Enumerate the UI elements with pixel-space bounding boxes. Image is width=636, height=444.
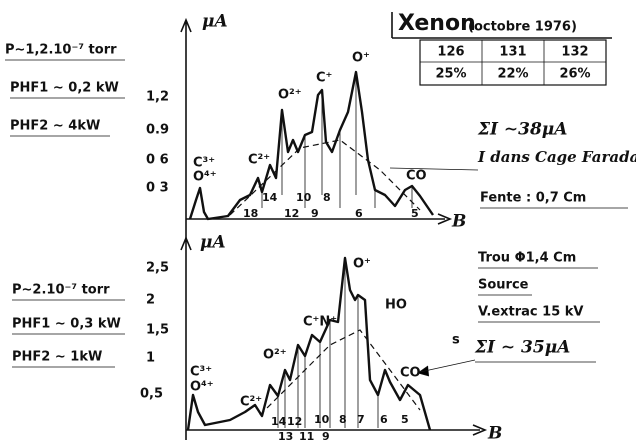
power: PHF1 ∼ 0,3 kW xyxy=(12,317,121,332)
pressure: P∼1,2.10⁻⁷ torr xyxy=(5,43,117,58)
power: PHF1 ∼ 0,2 kW xyxy=(10,81,119,96)
line-number: 14 xyxy=(262,191,278,204)
table-frame xyxy=(419,39,607,86)
peak-label: C³⁺ xyxy=(190,365,212,380)
axes xyxy=(180,235,488,440)
line-number: 11 xyxy=(299,430,314,443)
cell: 126 xyxy=(437,45,464,60)
peak-label: C³⁺ xyxy=(193,156,215,171)
line-number: 9 xyxy=(322,430,330,443)
current: ΣI ∼ 35μA xyxy=(474,338,570,358)
line-number: 18 xyxy=(243,207,258,220)
pointer xyxy=(417,359,476,377)
peak-label: O⁴⁺ xyxy=(193,170,217,185)
axes xyxy=(180,17,453,240)
y-tick-label: 0 3 xyxy=(146,181,169,196)
peak-label: HO xyxy=(385,298,407,313)
peak-label: O⁺ xyxy=(353,257,371,272)
slit: Fente : 0,7 Cm xyxy=(480,191,586,206)
line-number: 8 xyxy=(339,413,347,426)
y-tick-label: 1,2 xyxy=(146,90,169,105)
line-number: 10 xyxy=(296,191,312,204)
peak-label: O²⁺ xyxy=(263,348,287,363)
power: PHF2 ∼ 4kW xyxy=(10,119,100,134)
line-number: 5 xyxy=(401,413,409,426)
y-tick-label: 1 xyxy=(146,351,155,366)
current: ΣI ∼38μA xyxy=(477,120,567,140)
y-tick-label: 2,5 xyxy=(146,261,169,276)
cell: 131 xyxy=(499,45,526,60)
title: Xenon xyxy=(398,11,476,36)
line-number: 10 xyxy=(314,413,330,426)
cell: 22% xyxy=(497,67,528,82)
source: Source xyxy=(478,278,529,293)
line-number: 5 xyxy=(411,207,419,220)
pointer xyxy=(389,167,479,171)
peak-label: O⁴⁺ xyxy=(190,380,214,395)
peak-label: O²⁺ xyxy=(278,88,302,103)
x-unit: B xyxy=(451,212,466,232)
isotope-table: 126 131 132 25% 22% 26% xyxy=(419,39,607,86)
line-number: 6 xyxy=(380,413,388,426)
y-unit: μA xyxy=(202,12,228,32)
y-tick-label: 0,5 xyxy=(140,387,163,402)
line-number: 7 xyxy=(357,413,365,426)
peak-label: C⁺N⁺ xyxy=(303,315,337,330)
y-tick-label: 0 6 xyxy=(146,153,169,168)
line-number: 8 xyxy=(323,191,331,204)
label-s: s xyxy=(452,333,460,348)
x-unit: B xyxy=(487,424,502,444)
peak-label: CO xyxy=(400,366,421,381)
cell: 26% xyxy=(559,67,590,82)
subtitle: (octobre 1976) xyxy=(468,20,577,35)
y-tick-label: 2 xyxy=(146,293,155,308)
power: PHF2 ∼ 1kW xyxy=(12,350,102,365)
hole: Trou Φ1,4 Cm xyxy=(478,251,576,266)
cell: 25% xyxy=(435,67,466,82)
pressure: P∼2.10⁻⁷ torr xyxy=(12,283,110,298)
line-number: 12 xyxy=(287,415,302,428)
peak-label: C²⁺ xyxy=(248,153,270,168)
y-tick-label: 0.9 xyxy=(146,123,169,138)
peak-lines xyxy=(277,258,379,428)
cell: 132 xyxy=(561,45,588,60)
note: I dans Cage Faraday xyxy=(477,148,636,166)
line-number: 6 xyxy=(355,207,363,220)
extraction: V.extrac 15 kV xyxy=(478,305,583,320)
peak-label: C²⁺ xyxy=(240,395,262,410)
spectrum-curve xyxy=(186,256,432,431)
y-unit: μA xyxy=(200,233,226,253)
peak-lines xyxy=(261,72,413,208)
line-number: 13 xyxy=(278,430,293,443)
line-number: 9 xyxy=(311,207,319,220)
spectrum-curve xyxy=(188,70,434,221)
peak-label: C⁺ xyxy=(316,71,332,86)
y-tick-label: 1,5 xyxy=(146,323,169,338)
line-number: 14 xyxy=(271,415,287,428)
line-number: 12 xyxy=(284,207,299,220)
envelope xyxy=(229,139,421,216)
peak-label: O⁺ xyxy=(352,51,370,66)
peak-label: CO xyxy=(406,169,427,184)
